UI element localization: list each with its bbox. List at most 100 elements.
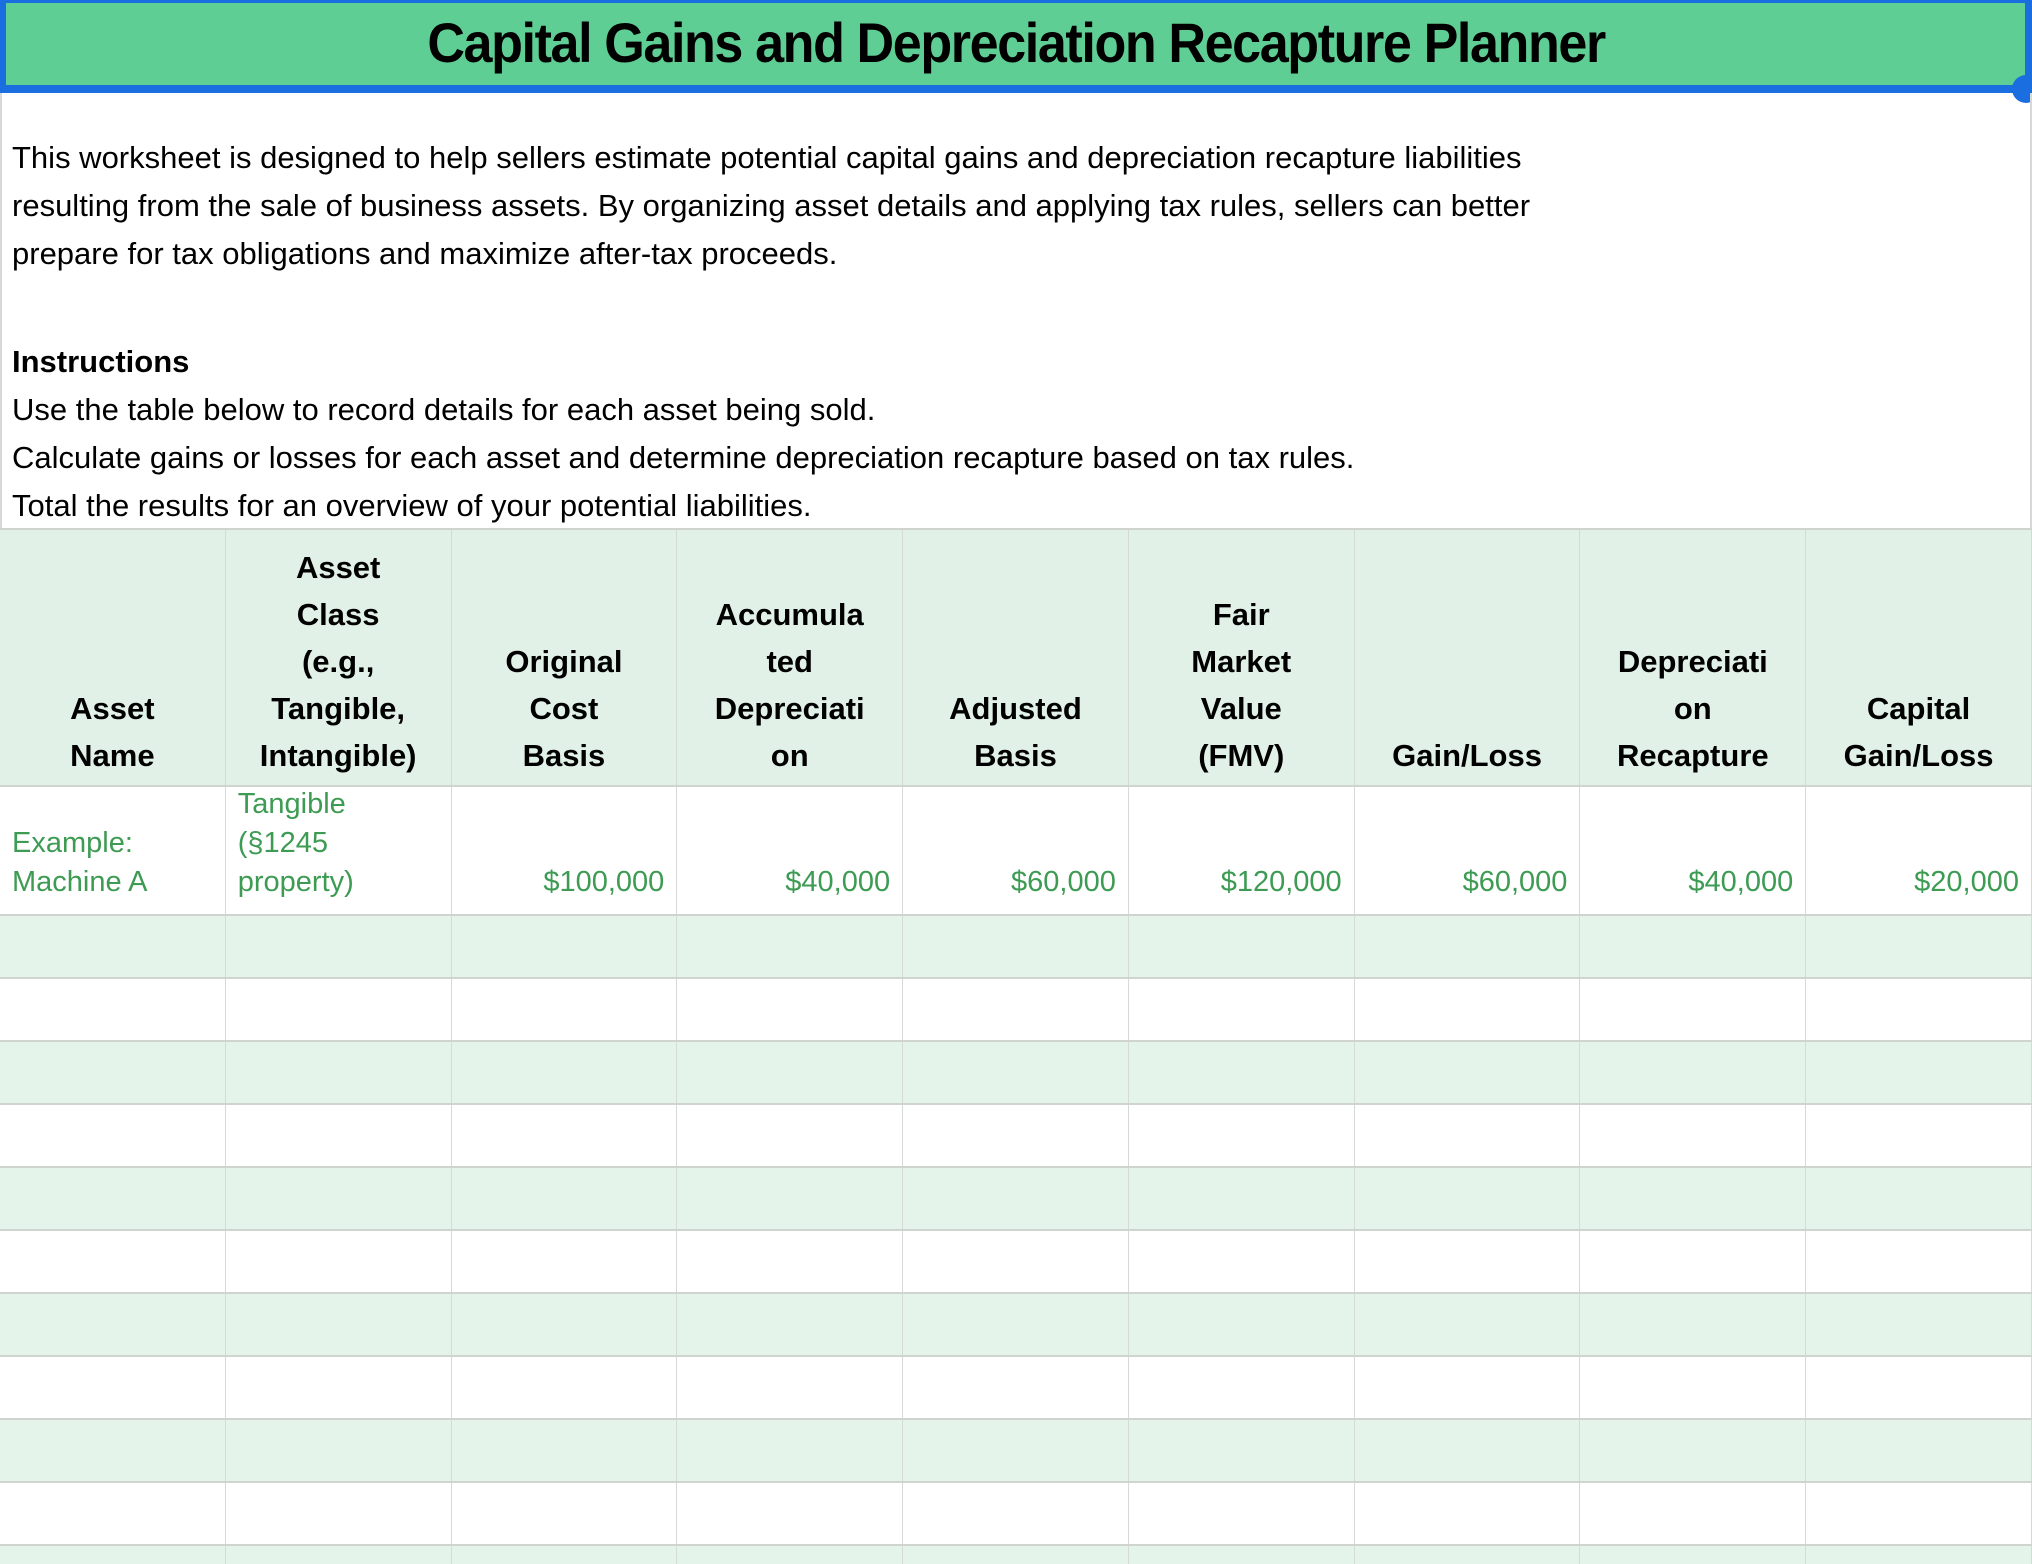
empty-cell[interactable] [1580,1294,1807,1355]
empty-cell[interactable] [1129,1483,1355,1544]
header-adjusted-basis[interactable]: Adjusted Basis [903,530,1129,785]
empty-cell[interactable] [1129,1042,1355,1103]
empty-cell[interactable] [1129,979,1355,1040]
empty-cell[interactable] [1806,1546,2032,1564]
example-capital-gain-loss[interactable]: $20,000 [1806,787,2032,914]
empty-cell[interactable] [1355,1357,1581,1418]
empty-cell[interactable] [903,1231,1129,1292]
empty-cell[interactable] [903,979,1129,1040]
header-asset-class[interactable]: Asset Class (e.g., Tangible, Intangible) [226,530,452,785]
empty-cell[interactable] [1806,1042,2032,1103]
empty-cell[interactable] [1580,979,1807,1040]
empty-cell[interactable] [1580,916,1807,977]
empty-cell[interactable] [1129,1357,1355,1418]
empty-cell[interactable] [1580,1168,1807,1229]
empty-cell[interactable] [1129,1168,1355,1229]
empty-cell[interactable] [1355,1294,1581,1355]
empty-cell[interactable] [1129,1231,1355,1292]
empty-cell[interactable] [1355,1042,1581,1103]
empty-cell[interactable] [0,1168,226,1229]
header-asset-name[interactable]: Asset Name [0,530,226,785]
empty-cell[interactable] [677,979,904,1040]
empty-cell[interactable] [1806,1483,2032,1544]
empty-cell[interactable] [1806,1420,2032,1481]
empty-cell[interactable] [1806,916,2032,977]
empty-cell[interactable] [903,1546,1129,1564]
empty-cell[interactable] [1806,1105,2032,1166]
empty-cell[interactable] [452,1546,678,1564]
empty-cell[interactable] [1580,1105,1807,1166]
empty-cell[interactable] [1806,1294,2032,1355]
header-fair-market-value[interactable]: Fair Market Value (FMV) [1129,530,1355,785]
empty-cell[interactable] [1129,1546,1355,1564]
empty-cell[interactable] [1129,916,1355,977]
empty-cell[interactable] [226,1357,452,1418]
empty-cell[interactable] [0,1105,226,1166]
empty-cell[interactable] [0,1042,226,1103]
empty-cell[interactable] [1580,1231,1807,1292]
empty-cell[interactable] [226,979,452,1040]
example-asset-name[interactable]: Example: Machine A [0,787,226,914]
empty-cell[interactable] [1580,1042,1807,1103]
empty-cell[interactable] [1129,1420,1355,1481]
example-asset-class[interactable]: Tangible (§1245 property) [226,787,452,914]
empty-cell[interactable] [226,1294,452,1355]
example-original-cost-basis[interactable]: $100,000 [452,787,678,914]
empty-cell[interactable] [1806,979,2032,1040]
header-original-cost-basis[interactable]: Original Cost Basis [452,530,678,785]
empty-cell[interactable] [452,1483,678,1544]
empty-cell[interactable] [1355,1231,1581,1292]
empty-cell[interactable] [1355,1168,1581,1229]
example-depreciation-recapture[interactable]: $40,000 [1580,787,1807,914]
header-capital-gain-loss[interactable]: Capital Gain/Loss [1806,530,2032,785]
empty-cell[interactable] [1806,1231,2032,1292]
empty-cell[interactable] [0,1231,226,1292]
empty-cell[interactable] [677,1105,904,1166]
empty-cell[interactable] [903,1168,1129,1229]
empty-cell[interactable] [1806,1357,2032,1418]
empty-cell[interactable] [1129,1294,1355,1355]
empty-cell[interactable] [1580,1357,1807,1418]
empty-cell[interactable] [226,1042,452,1103]
example-adjusted-basis[interactable]: $60,000 [903,787,1129,914]
empty-cell[interactable] [452,979,678,1040]
empty-cell[interactable] [1355,916,1581,977]
empty-cell[interactable] [1580,1483,1807,1544]
example-fair-market-value[interactable]: $120,000 [1129,787,1355,914]
empty-cell[interactable] [226,1231,452,1292]
empty-cell[interactable] [1806,1168,2032,1229]
empty-cell[interactable] [677,1546,904,1564]
empty-cell[interactable] [677,1042,904,1103]
empty-cell[interactable] [677,1483,904,1544]
empty-cell[interactable] [452,1042,678,1103]
empty-cell[interactable] [452,1231,678,1292]
empty-cell[interactable] [677,1357,904,1418]
empty-cell[interactable] [903,1042,1129,1103]
empty-cell[interactable] [903,1357,1129,1418]
empty-cell[interactable] [1355,979,1581,1040]
empty-cell[interactable] [1355,1546,1581,1564]
empty-cell[interactable] [1580,1420,1807,1481]
instructions-section[interactable]: Instructions Use the table below to reco… [12,338,2002,530]
empty-cell[interactable] [452,1357,678,1418]
empty-cell[interactable] [0,1546,226,1564]
empty-cell[interactable] [1355,1483,1581,1544]
example-accumulated-depreciation[interactable]: $40,000 [677,787,904,914]
worksheet-description[interactable]: This worksheet is designed to help selle… [12,140,1531,271]
empty-cell[interactable] [452,1420,678,1481]
empty-cell[interactable] [0,1294,226,1355]
empty-cell[interactable] [0,1420,226,1481]
header-depreciation-recapture[interactable]: Depreciati on Recapture [1580,530,1807,785]
empty-cell[interactable] [226,916,452,977]
empty-cell[interactable] [677,1168,904,1229]
empty-cell[interactable] [903,1294,1129,1355]
empty-cell[interactable] [1580,1546,1807,1564]
empty-cell[interactable] [903,916,1129,977]
empty-cell[interactable] [1129,1105,1355,1166]
empty-cell[interactable] [677,916,904,977]
empty-cell[interactable] [226,1483,452,1544]
empty-cell[interactable] [903,1420,1129,1481]
empty-cell[interactable] [903,1105,1129,1166]
empty-cell[interactable] [677,1231,904,1292]
selection-fill-handle[interactable] [2012,75,2032,103]
